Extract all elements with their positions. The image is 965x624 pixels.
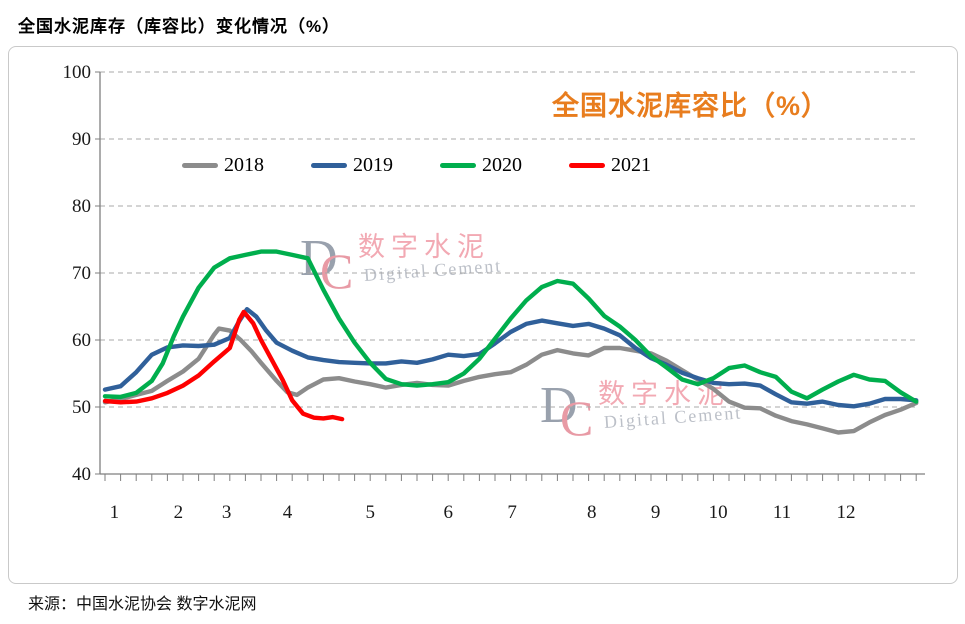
legend-swatch-2018: [182, 163, 218, 168]
chart-legend: 2018 2019 2020 2021: [182, 154, 651, 177]
series-line-2021: [102, 309, 345, 422]
dc-logo-icon: D C: [540, 377, 596, 446]
x-axis-label-5: 5: [365, 502, 375, 523]
x-axis-label-2: 2: [174, 502, 184, 523]
legend-swatch-2020: [440, 163, 476, 168]
x-axis-label-1: 1: [110, 502, 120, 523]
dc-logo-d: D: [540, 377, 578, 434]
x-axis-label-9: 9: [651, 502, 661, 523]
x-axis-label-11: 11: [773, 502, 791, 523]
legend-label-2020: 2020: [482, 154, 522, 176]
legend-item-2018: 2018: [182, 154, 264, 177]
legend-swatch-2019: [311, 163, 347, 168]
x-axis-label-4: 4: [283, 502, 293, 523]
legend-item-2019: 2019: [311, 154, 393, 177]
y-axis-label-100: 100: [63, 62, 92, 83]
legend-swatch-2021: [569, 163, 605, 168]
legend-label-2019: 2019: [353, 154, 393, 176]
x-axis-label-6: 6: [443, 502, 453, 523]
y-axis-label-60: 60: [72, 330, 91, 351]
watermark-cn-text: 数字水泥: [358, 232, 490, 262]
legend-item-2020: 2020: [440, 154, 522, 177]
x-axis-label-10: 10: [709, 502, 728, 523]
legend-label-2018: 2018: [224, 154, 264, 176]
dc-logo-c: C: [320, 243, 354, 299]
legend-item-2021: 2021: [569, 154, 651, 177]
x-axis-label-3: 3: [222, 502, 232, 523]
source-text: 来源：中国水泥协会 数字水泥网: [28, 596, 257, 613]
x-axis-label-12: 12: [837, 502, 856, 523]
x-axis-label-8: 8: [587, 502, 597, 523]
page-title: 全国水泥库存（库容比）变化情况（%）: [18, 17, 341, 36]
y-axis-label-40: 40: [72, 464, 91, 485]
digital-cement-watermark: D C 数字水泥 Digital Cement: [300, 232, 503, 299]
legend-label-2021: 2021: [611, 154, 651, 176]
chart-frame: [8, 46, 958, 584]
y-axis-label-50: 50: [72, 397, 91, 418]
dc-logo-c: C: [560, 390, 594, 446]
series-line-2020: [102, 249, 919, 404]
series-line-2018: [102, 326, 919, 435]
y-axis-label-70: 70: [72, 263, 91, 284]
x-axis-label-7: 7: [507, 502, 517, 523]
y-axis-label-90: 90: [72, 129, 91, 150]
chart-inner-title: 全国水泥库容比（%）: [552, 91, 830, 121]
dc-logo-icon: D C: [300, 233, 356, 299]
y-axis-label-80: 80: [72, 196, 91, 217]
